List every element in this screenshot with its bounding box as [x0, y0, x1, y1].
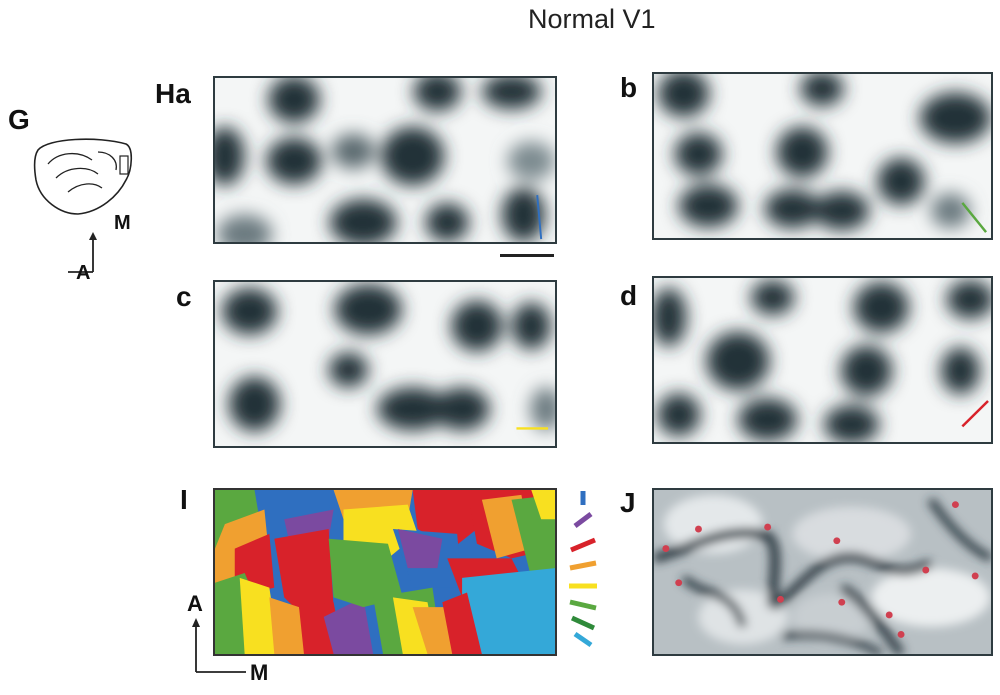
- i-axis-horizontal-label: M: [250, 660, 269, 685]
- g-axis-horizontal-label: A: [76, 262, 91, 284]
- panel-c-orientation-map: [213, 280, 557, 448]
- panel-label-ha: Ha: [155, 78, 191, 109]
- panel-label-b: b: [620, 72, 638, 103]
- panel-j-pinwheel-map: [652, 488, 993, 656]
- brain-sketch-icon: [33, 138, 133, 273]
- figure-title: Normal V1: [528, 4, 656, 34]
- panel-label-j: J: [620, 487, 636, 518]
- panel-label-g: G: [8, 104, 30, 135]
- panel-label-i: I: [180, 484, 188, 515]
- orientation-color-key: [569, 491, 597, 648]
- panel-i-axes-icon: [192, 618, 246, 673]
- panel-label-c: c: [176, 281, 192, 312]
- panel-ha-orientation-map: [213, 76, 557, 244]
- i-axis-vertical-label: A: [187, 591, 203, 616]
- g-axis-vertical-label: M: [114, 212, 131, 234]
- panel-b-orientation-map: [652, 72, 993, 240]
- panel-d-orientation-map: [652, 276, 993, 444]
- panel-i-orientation-angle-map: [213, 488, 557, 656]
- panel-label-d: d: [620, 280, 638, 311]
- scale-bar: [500, 254, 554, 257]
